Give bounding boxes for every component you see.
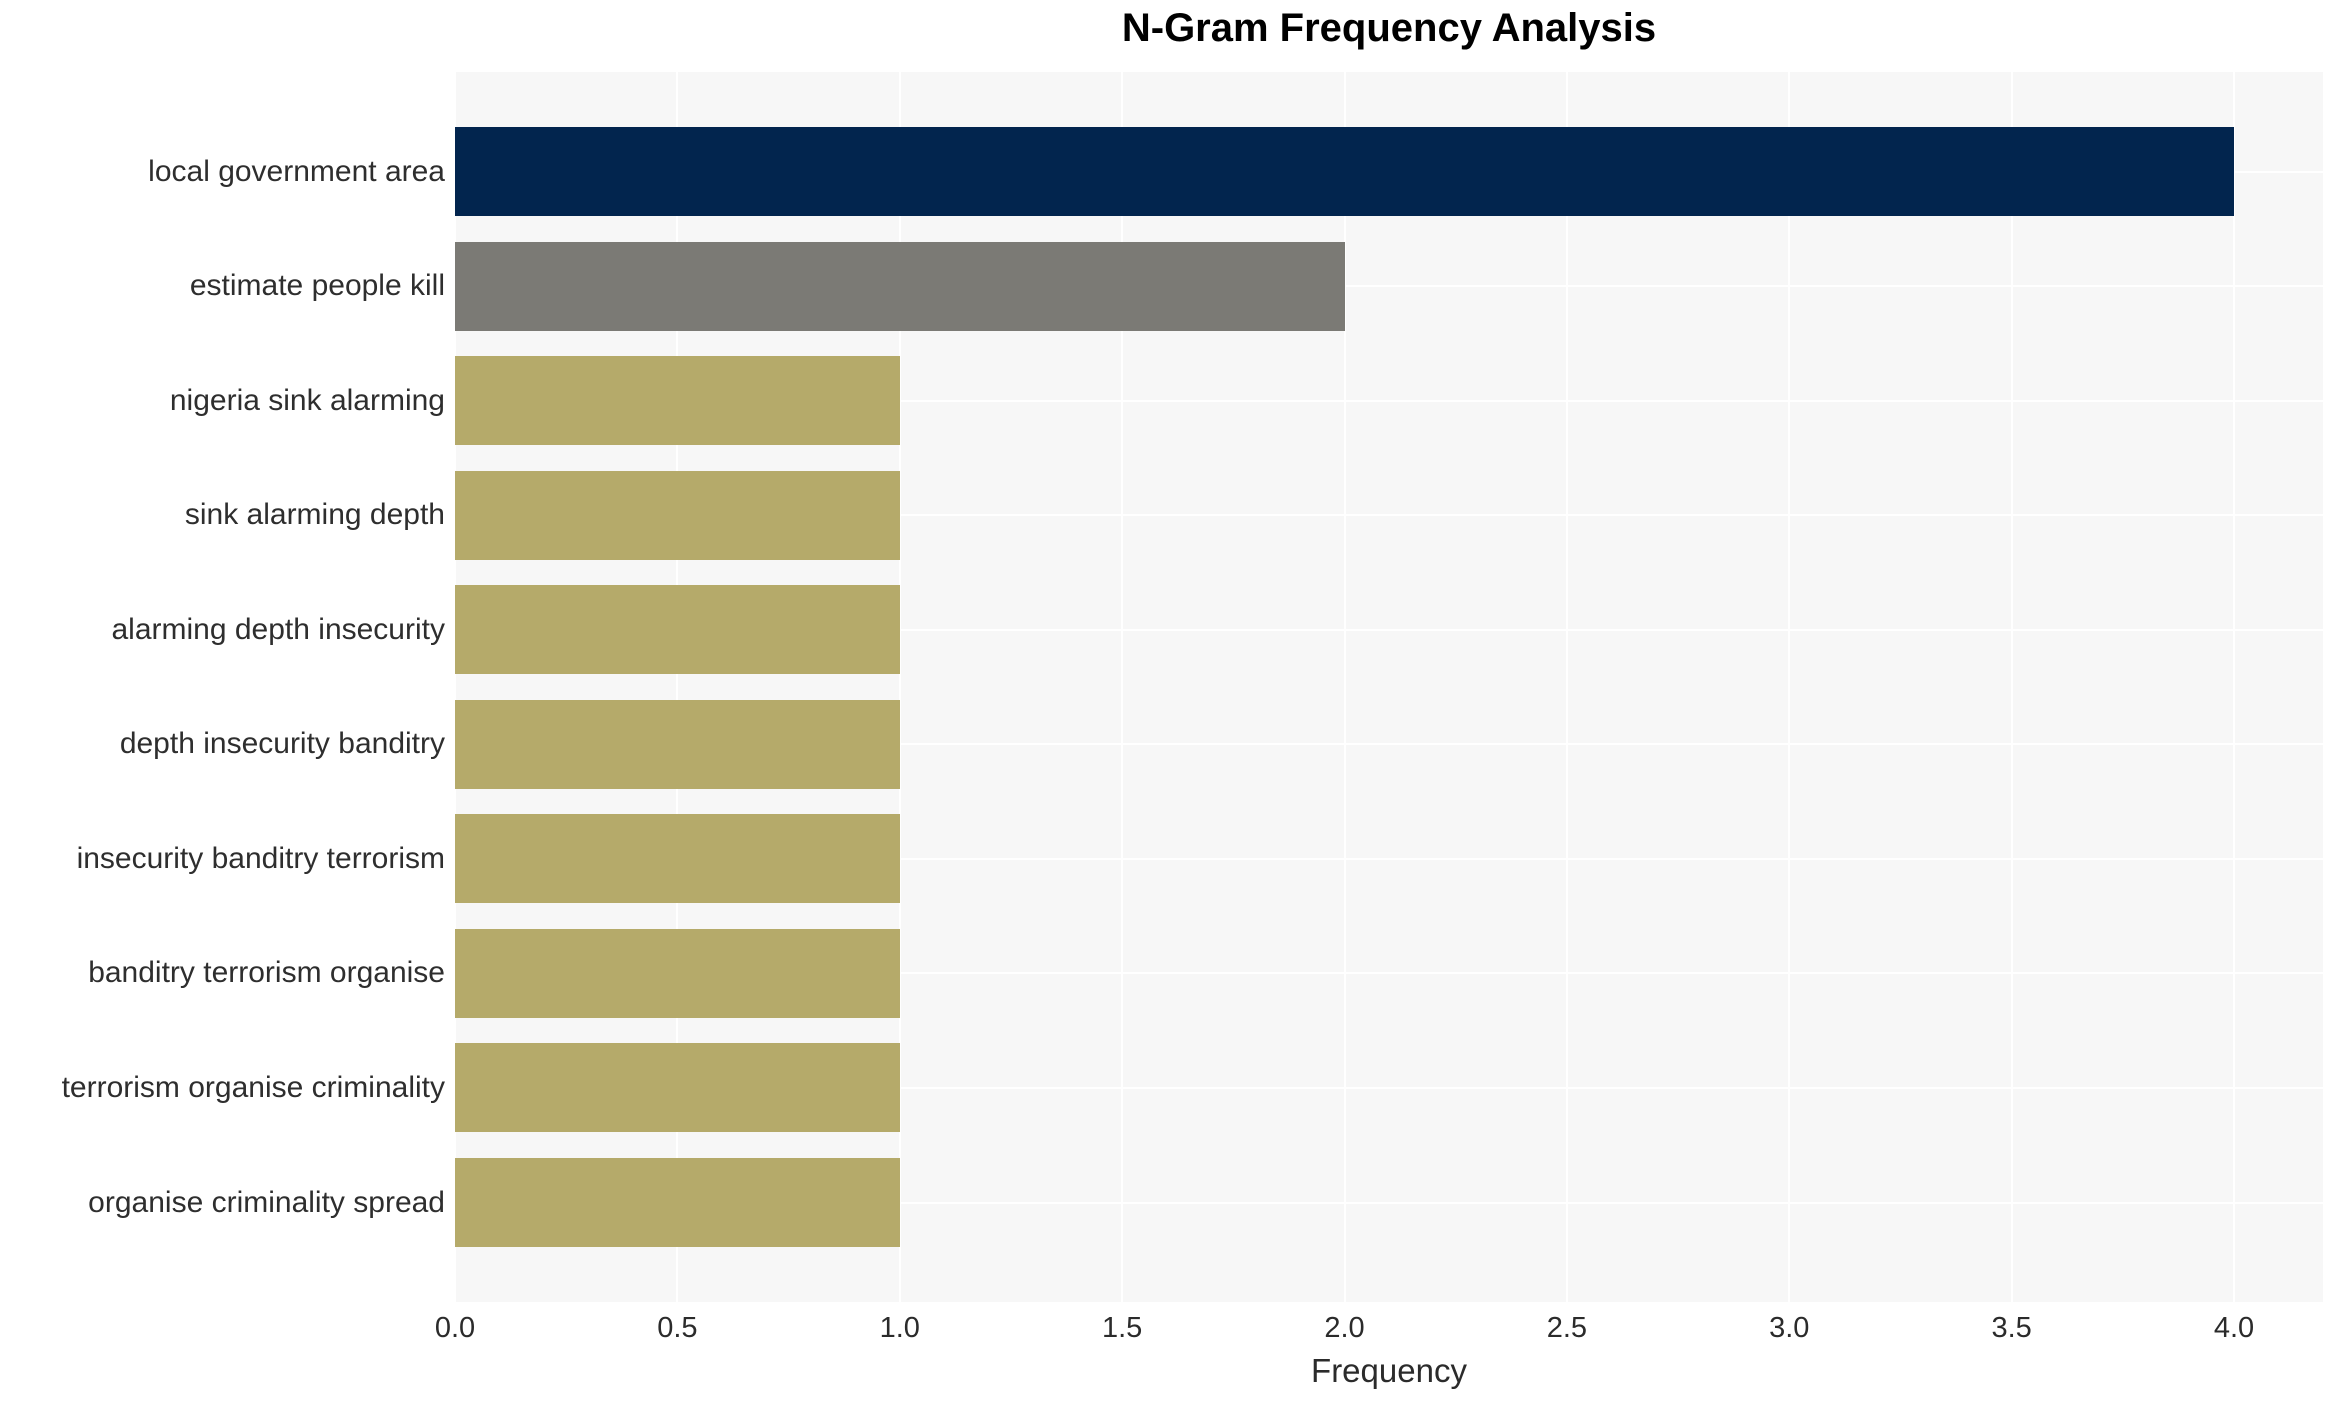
bar-insecurity-banditry-terrorism [455, 814, 900, 904]
vertical-gridline [898, 72, 901, 1302]
y-axis-label: terrorism organise criminality [61, 1070, 445, 1104]
vertical-gridline [1788, 72, 1791, 1302]
horizontal-gridline [455, 972, 2323, 975]
chart-title: N-Gram Frequency Analysis [1121, 6, 1657, 50]
bar-depth-insecurity-banditry [455, 699, 900, 789]
horizontal-gridline [455, 514, 2323, 517]
y-axis-label: depth insecurity banditry [119, 727, 445, 761]
vertical-gridline [2010, 72, 2013, 1302]
bar-organise-criminality-spread [455, 1158, 900, 1247]
x-axis-tick-label: 0.5 [657, 1312, 698, 1344]
y-axis-label: banditry terrorism organise [88, 956, 445, 990]
y-axis-label: sink alarming depth [184, 498, 445, 532]
vertical-gridline [1121, 72, 1124, 1302]
x-axis-tick-label: 4.0 [2213, 1312, 2255, 1344]
x-axis-tick-label: 1.0 [879, 1312, 920, 1344]
horizontal-gridline [455, 285, 2323, 288]
bar-terrorism-organise-criminality [455, 1043, 900, 1133]
vertical-gridline [454, 72, 456, 1302]
vertical-gridline [2233, 72, 2236, 1302]
bar-local-government-area [455, 127, 2235, 216]
vertical-gridline [1343, 72, 1346, 1302]
y-axis-label: local government area [148, 154, 445, 188]
horizontal-gridline [455, 743, 2323, 746]
x-axis-title: Frequency [1311, 1352, 1467, 1389]
y-axis-label: insecurity banditry terrorism [76, 841, 445, 875]
bar-alarming-depth-insecurity [455, 585, 900, 675]
y-axis-label: organise criminality spread [88, 1185, 445, 1219]
horizontal-gridline [455, 857, 2323, 860]
vertical-gridline [1565, 72, 1568, 1302]
y-axis-label: alarming depth insecurity [111, 612, 445, 646]
horizontal-gridline [455, 399, 2323, 402]
x-axis-tick-label: 3.0 [1769, 1312, 1810, 1344]
x-axis-tick-label: 2.0 [1324, 1312, 1365, 1344]
x-axis-tick-label: 3.5 [1991, 1312, 2032, 1344]
y-axis-label: nigeria sink alarming [169, 383, 445, 417]
x-axis-tick-label: 2.5 [1546, 1312, 1588, 1344]
bar-sink-alarming-depth [455, 470, 900, 560]
horizontal-gridline [455, 1201, 2323, 1204]
x-axis-tick-label: 1.5 [1101, 1312, 1143, 1344]
plot-area [454, 72, 2323, 1302]
horizontal-gridline [455, 1086, 2323, 1089]
y-axis-label: estimate people kill [189, 269, 445, 303]
horizontal-gridline [455, 628, 2323, 631]
x-axis-tick-label: 0.0 [434, 1312, 476, 1344]
vertical-gridline [676, 72, 679, 1302]
bar-banditry-terrorism-organise [455, 928, 900, 1018]
bar-estimate-people-kill [455, 241, 1345, 331]
bar-nigeria-sink-alarming [455, 356, 900, 446]
